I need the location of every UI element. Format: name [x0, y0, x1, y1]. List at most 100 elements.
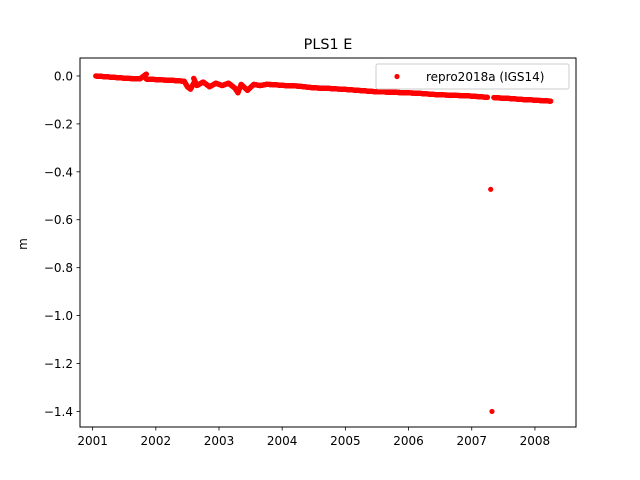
data-point — [320, 85, 326, 91]
y-tick-label: −1.0 — [44, 309, 73, 323]
data-point — [219, 82, 225, 89]
data-point — [396, 89, 402, 96]
data-point — [194, 82, 200, 89]
data-point — [314, 85, 320, 91]
x-tick-label: 2002 — [141, 434, 172, 448]
data-point — [282, 82, 288, 89]
legend-box — [375, 63, 570, 90]
y-tick-label: −0.4 — [44, 165, 73, 179]
data-point — [434, 92, 440, 98]
data-point — [162, 77, 168, 83]
data-point — [522, 97, 529, 103]
data-point — [225, 80, 232, 86]
data-point — [447, 92, 453, 98]
data-point — [105, 74, 112, 80]
y-tick-label: −0.8 — [44, 261, 73, 275]
data-point — [488, 186, 494, 192]
data-point — [548, 98, 554, 104]
data-point — [232, 85, 238, 91]
data-point — [244, 87, 251, 93]
data-point — [270, 81, 276, 88]
data-point — [497, 95, 503, 101]
data-point — [541, 98, 548, 104]
data-point — [308, 84, 314, 91]
plot-area — [93, 71, 554, 415]
data-point — [118, 75, 124, 81]
x-tick-label: 2005 — [330, 434, 361, 448]
data-point — [143, 71, 149, 77]
data-point — [251, 81, 257, 87]
data-point — [131, 76, 137, 82]
data-point — [484, 94, 491, 100]
data-point — [402, 90, 409, 96]
data-point — [143, 76, 149, 82]
data-point — [206, 84, 213, 90]
data-point — [326, 85, 333, 92]
x-tick-label: 2006 — [393, 434, 424, 448]
data-point — [175, 78, 181, 84]
data-point — [238, 81, 244, 87]
data-point — [213, 80, 219, 86]
data-point — [358, 87, 364, 94]
data-point — [295, 83, 301, 89]
x-axis: 2001 2002 2003 2004 2005 2006 2007 2008 — [77, 427, 550, 448]
data-point — [516, 96, 522, 102]
y-tick-label: −0.2 — [44, 117, 73, 131]
data-point — [364, 88, 371, 94]
data-point — [200, 79, 206, 85]
data-point — [352, 87, 358, 93]
data-point — [257, 82, 263, 89]
data-point — [187, 86, 194, 92]
data-point — [301, 84, 307, 90]
data-point — [472, 93, 478, 99]
data-point — [453, 92, 459, 98]
data-point — [529, 97, 535, 103]
data-point — [415, 90, 421, 96]
y-tick-label: −1.2 — [44, 357, 73, 371]
data-point — [333, 86, 339, 92]
data-point — [421, 91, 427, 97]
axes-frame — [79, 57, 577, 428]
legend: repro2018a (IGS14) — [375, 63, 570, 90]
data-point — [150, 76, 156, 82]
data-point — [377, 89, 383, 95]
y-tick-label: −1.4 — [44, 405, 73, 419]
y-axis: 0.0 −0.2 −0.4 −0.6 −0.8 −1.0 −1.2 −1.4 — [44, 69, 80, 419]
data-point — [459, 93, 465, 99]
data-point — [535, 97, 541, 104]
y-axis-label: m — [16, 238, 30, 250]
data-point — [510, 96, 516, 102]
data-point — [489, 408, 495, 415]
data-point — [263, 81, 269, 87]
legend-label: repro2018a (IGS14) — [426, 70, 544, 84]
data-point — [137, 76, 143, 82]
data-point — [440, 92, 446, 98]
data-point — [428, 91, 434, 97]
data-point — [169, 77, 175, 83]
data-point — [235, 90, 241, 96]
data-point — [465, 93, 472, 99]
data-point — [93, 73, 99, 79]
data-point — [124, 75, 130, 81]
data-point — [409, 90, 415, 96]
data-point — [276, 82, 282, 88]
x-tick-label: 2007 — [456, 434, 487, 448]
data-point — [345, 87, 352, 93]
data-point — [191, 75, 197, 81]
data-point — [289, 83, 295, 89]
data-point — [112, 74, 118, 81]
y-tick-label: 0.0 — [54, 69, 73, 83]
data-point — [99, 73, 105, 80]
data-point — [156, 77, 162, 83]
x-tick-label: 2003 — [204, 434, 235, 448]
x-tick-label: 2008 — [520, 434, 551, 448]
data-point — [371, 88, 377, 95]
data-point — [181, 78, 187, 84]
chart-title: PLS1 E — [304, 37, 353, 53]
legend-marker — [394, 73, 400, 80]
data-point — [390, 89, 396, 95]
data-point — [491, 94, 497, 101]
x-tick-label: 2001 — [77, 434, 108, 448]
data-point — [478, 94, 484, 100]
